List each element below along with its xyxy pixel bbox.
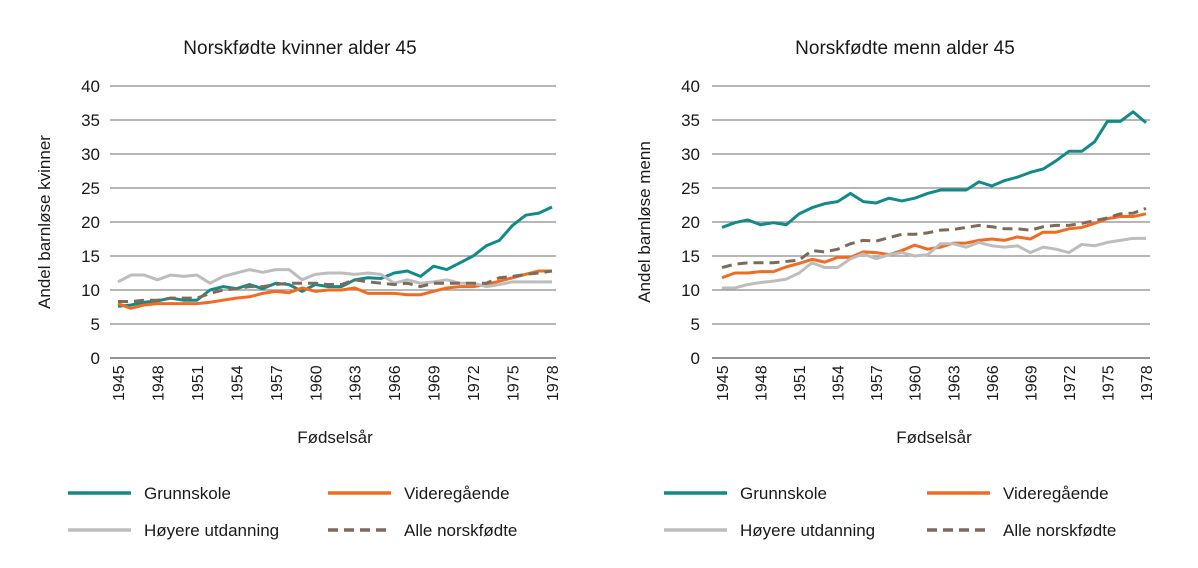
x-tick-label: 1948	[754, 365, 771, 401]
y-tick-label: 35	[681, 111, 700, 130]
y-tick-label: 10	[681, 281, 700, 300]
legend-label: Videregående	[1003, 484, 1109, 503]
y-tick-label: 25	[681, 179, 700, 198]
series-line-høyere-utdanning	[722, 236, 1146, 290]
x-tick-label: 1954	[831, 365, 848, 401]
x-tick-label: 1969	[427, 365, 444, 401]
x-tick-label: 1975	[1100, 365, 1117, 401]
x-tick-label: 1963	[348, 365, 365, 401]
chart-panel-1: Norskfødte menn alder 45 0 5 10 15 20 25 30 35 40…	[635, 38, 1156, 540]
y-axis-label: Andel barnløse menn	[635, 141, 654, 303]
x-tick-label: 1945	[715, 365, 732, 401]
x-tick-label: 1972	[1062, 365, 1079, 401]
x-tick-label: 1966	[387, 365, 404, 401]
legend-label: Grunnskole	[740, 484, 827, 503]
x-axis-label: Fødselsår	[297, 428, 373, 447]
series-line-grunnskole	[117, 205, 553, 308]
x-tick-label: 1945	[111, 365, 128, 401]
legend-label: Grunnskole	[144, 484, 231, 503]
chart-title: Norskfødte menn alder 45	[795, 38, 1015, 59]
chart-panel-0: Norskfødte kvinner alder 45 0 5 10 15 20 25 30 3…	[35, 38, 562, 540]
series-line-grunnskole	[721, 110, 1147, 229]
chart-title: Norskfødte kvinner alder 45	[183, 38, 416, 59]
x-tick-label: 1960	[908, 365, 925, 401]
x-tick-label: 1951	[190, 365, 207, 401]
legend-label: Høyere utdanning	[144, 521, 279, 540]
y-tick-label: 35	[81, 111, 100, 130]
x-tick-label: 1954	[229, 365, 246, 401]
y-tick-label: 25	[81, 179, 100, 198]
y-tick-label: 30	[81, 145, 100, 164]
y-tick-label: 10	[81, 281, 100, 300]
y-tick-label: 0	[691, 349, 700, 368]
y-tick-label: 5	[691, 315, 700, 334]
x-tick-label: 1960	[308, 365, 325, 401]
x-tick-label: 1978	[1139, 365, 1156, 401]
y-tick-label: 15	[681, 247, 700, 266]
x-tick-label: 1948	[150, 365, 167, 401]
y-tick-label: 5	[91, 315, 100, 334]
y-tick-label: 30	[681, 145, 700, 164]
y-tick-label: 40	[681, 77, 700, 96]
x-tick-label: 1957	[869, 365, 886, 401]
y-tick-label: 20	[81, 213, 100, 232]
legend-label: Videregående	[404, 484, 510, 503]
x-axis-label: Fødselsår	[896, 428, 972, 447]
legend-label: Høyere utdanning	[740, 521, 875, 540]
y-tick-label: 15	[81, 247, 100, 266]
x-tick-label: 1957	[269, 365, 286, 401]
legend-label: Alle norskfødte	[404, 521, 517, 540]
series-line-alle-norskfødte	[118, 269, 553, 304]
series-line-alle-norskfødte	[721, 206, 1147, 270]
x-tick-label: 1966	[985, 365, 1002, 401]
y-tick-label: 0	[91, 349, 100, 368]
y-axis-label: Andel barnløse kvinner	[35, 135, 54, 309]
legend-label: Alle norskfødte	[1003, 521, 1116, 540]
x-tick-label: 1969	[1023, 365, 1040, 401]
y-tick-label: 20	[681, 213, 700, 232]
series-line-høyere-utdanning	[117, 268, 552, 289]
x-tick-label: 1963	[946, 365, 963, 401]
x-tick-label: 1972	[466, 365, 483, 401]
x-tick-label: 1951	[792, 365, 809, 401]
y-tick-label: 40	[81, 77, 100, 96]
x-tick-label: 1978	[545, 365, 562, 401]
x-tick-label: 1975	[506, 365, 523, 401]
